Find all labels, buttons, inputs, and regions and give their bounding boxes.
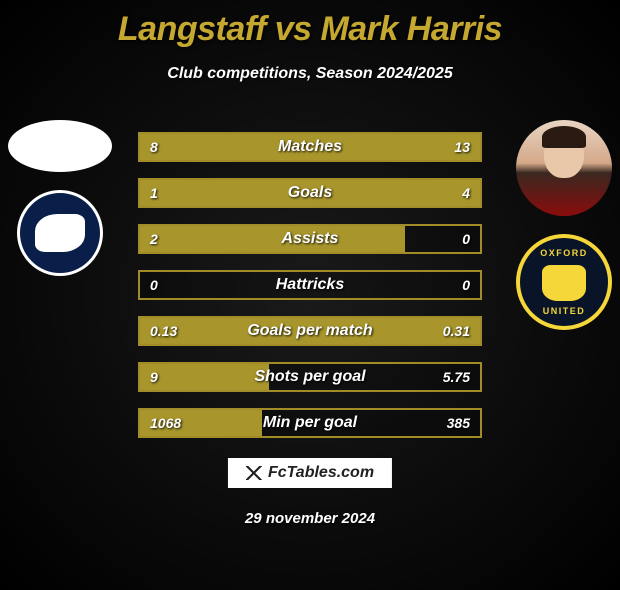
stat-label: Goals per match [247,322,372,340]
comparison-bars: 8 13 Matches 1 4 Goals 2 0 Assists 0 0 Hattricks 0.1… [138,132,482,454]
stat-label: Goals [288,184,332,202]
subtitle: Club competitions, Season 2024/2025 [0,65,620,83]
watermark-icon [246,466,262,480]
date-line: 29 november 2024 [245,510,375,527]
stat-row: 8 13 Matches [138,132,482,162]
stat-row: 0.13 0.31 Goals per match [138,316,482,346]
stat-value-left: 8 [150,139,158,155]
stat-value-right: 385 [447,415,470,431]
bar-fill-right [208,180,480,206]
right-player-column: OXFORD UNITED [516,120,612,330]
bar-fill-left [140,134,269,160]
left-player-column [8,120,112,276]
stat-value-right: 4 [462,185,470,201]
stat-value-left: 1068 [150,415,181,431]
stat-value-right: 5.75 [443,369,470,385]
player-photo-right [516,120,612,216]
stat-value-left: 0 [150,277,158,293]
stat-value-left: 0.13 [150,323,177,339]
stat-value-right: 0 [462,231,470,247]
watermark-text: FcTables.com [268,464,374,482]
bar-fill-left [140,364,269,390]
stat-label: Shots per goal [254,368,365,386]
stat-row: 1068 385 Min per goal [138,408,482,438]
stat-value-right: 0.31 [443,323,470,339]
badge-text-bottom: UNITED [543,306,586,316]
stat-value-left: 2 [150,231,158,247]
player-photo-left [8,120,112,172]
stat-value-left: 9 [150,369,158,385]
stat-row: 1 4 Goals [138,178,482,208]
club-badge-millwall [17,190,103,276]
stat-label: Matches [278,138,342,156]
club-badge-oxford: OXFORD UNITED [516,234,612,330]
badge-text-top: OXFORD [540,248,588,258]
stat-label: Assists [282,230,339,248]
stat-row: 2 0 Assists [138,224,482,254]
stat-value-right: 13 [454,139,470,155]
stat-row: 9 5.75 Shots per goal [138,362,482,392]
stat-row: 0 0 Hattricks [138,270,482,300]
page-title: Langstaff vs Mark Harris [0,10,620,49]
stat-label: Min per goal [263,414,357,432]
watermark: FcTables.com [228,458,392,488]
stat-value-left: 1 [150,185,158,201]
stat-label: Hattricks [276,276,344,294]
stat-value-right: 0 [462,277,470,293]
bar-fill-left [140,226,405,252]
